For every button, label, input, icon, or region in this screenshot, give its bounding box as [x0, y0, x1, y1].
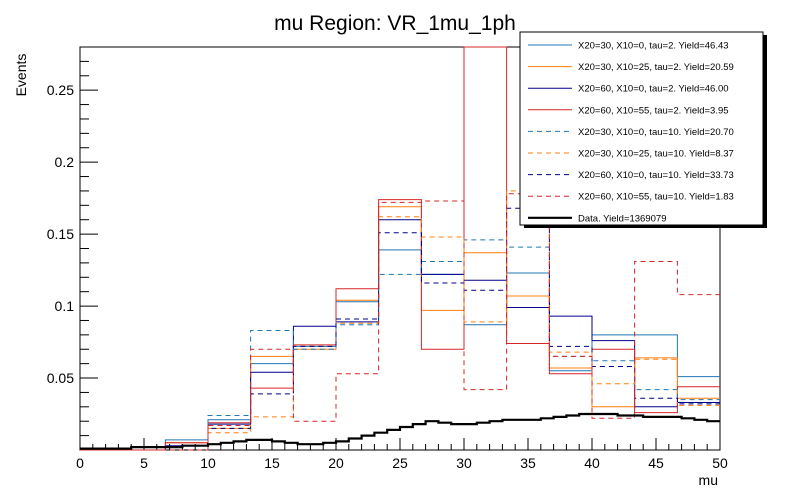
axes: 0 5 10 15 20 25 30 35 40 45 50 0.05 0.1 0.15 0.2 0.25	[47, 60, 728, 471]
series-line-2	[80, 206, 720, 451]
series-layer	[80, 46, 720, 451]
series-line-1	[80, 249, 720, 451]
y-tick-label: 0.15	[47, 226, 74, 242]
x-tick-label: 40	[584, 455, 600, 471]
x-tick-label: 15	[264, 455, 280, 471]
legend-label: X20=60, X10=0, tau=2. Yield=46.00	[578, 84, 729, 95]
series-line-5	[80, 239, 720, 451]
legend-label: X20=60, X10=55, tau=10. Yield=1.83	[578, 192, 734, 203]
data-layer	[80, 412, 720, 450]
x-tick-label: 0	[76, 455, 84, 471]
x-tick-label: 20	[328, 455, 344, 471]
legend-box	[519, 31, 764, 226]
x-axis-label: mu	[699, 472, 718, 488]
x-tick-label: 25	[392, 455, 408, 471]
x-tick-label: 45	[648, 455, 664, 471]
series-line-8	[80, 193, 720, 451]
x-tick-label: 30	[456, 455, 472, 471]
x-tick-label: 35	[520, 455, 536, 471]
y-tick-label: 0.05	[47, 370, 74, 386]
legend-label: X20=60, X10=55, tau=2. Yield=3.95	[578, 105, 729, 116]
y-tick-label: 0.2	[55, 154, 75, 170]
legend-label: X20=30, X10=0, tau=10. Yield=20.70	[578, 127, 734, 138]
legend-label: X20=30, X10=25, tau=2. Yield=20.59	[578, 62, 734, 73]
y-tick-label: 0.25	[47, 82, 74, 98]
data-line	[80, 412, 720, 450]
x-tick-label: 5	[140, 455, 148, 471]
series-line-6	[80, 190, 720, 451]
x-tick-label: 10	[200, 455, 216, 471]
chart-title: mu Region: VR_1mu_1ph	[274, 12, 516, 35]
legend-label: X20=60, X10=0, tau=10. Yield=33.73	[578, 170, 734, 181]
series-line-7	[80, 207, 720, 451]
legend-label: X20=30, X10=25, tau=10. Yield=8.37	[578, 149, 734, 160]
x-tick-label: 50	[712, 455, 728, 471]
y-axis-label: Events	[13, 54, 29, 97]
y-tick-label: 0.1	[55, 298, 75, 314]
legend-label: X20=30, X10=0, tau=2. Yield=46.43	[578, 41, 729, 52]
legend-label: Data. Yield=1369079	[578, 213, 666, 224]
legend-entries: X20=30, X10=0, tau=2. Yield=46.43 X20=30,…	[528, 41, 734, 224]
legend: X20=30, X10=0, tau=2. Yield=46.43 X20=30,…	[519, 31, 767, 228]
